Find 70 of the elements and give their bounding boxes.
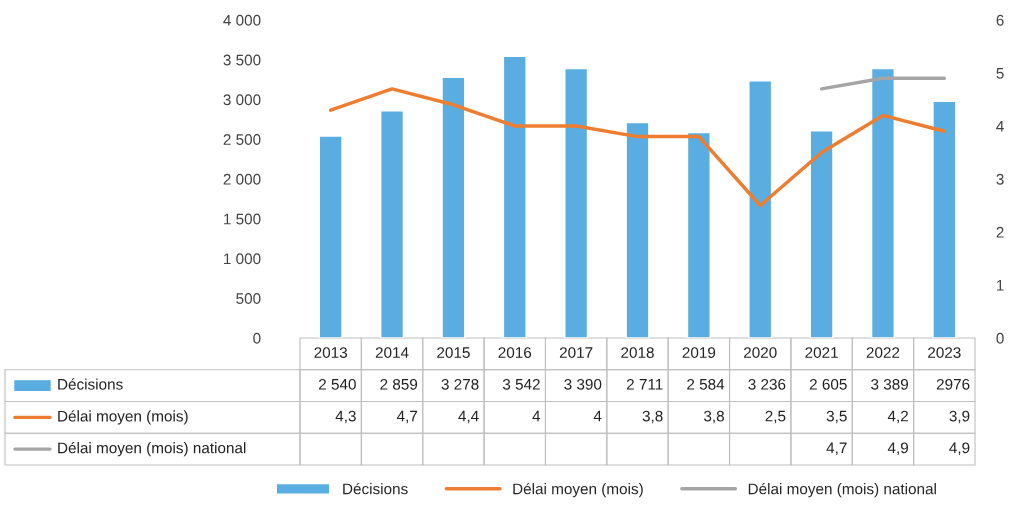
y2-tick-label: 2 [996, 226, 1004, 238]
bar [686, 131, 711, 338]
bar [809, 130, 834, 338]
bar [502, 55, 527, 338]
line-series [328, 87, 947, 208]
x-tick-label: 2014 [375, 347, 409, 358]
data-label: 4,9 [949, 442, 970, 456]
bar [318, 135, 343, 338]
data-label: 4,4 [458, 410, 479, 424]
legend-label: Délai moyen (mois) [58, 410, 188, 425]
data-label: 3,8 [703, 410, 724, 424]
y-tick-label: 0 [253, 332, 261, 344]
data-label: 2,5 [765, 410, 786, 424]
y-tick-label: 1 000 [224, 253, 261, 265]
y-tick-label: 1 500 [224, 213, 261, 225]
y2-tick-label: 5 [996, 68, 1004, 79]
bar [625, 121, 650, 338]
y-tick-label: 500 [236, 293, 261, 304]
data-label: 4 [532, 410, 541, 422]
y2-tick-label: 0 [996, 332, 1004, 344]
text: Décisions [58, 378, 123, 390]
data-label: 2 711 [626, 378, 663, 390]
data-label: 3 389 [871, 378, 909, 390]
x-tick-label: 2018 [621, 347, 654, 358]
data-label: 2 859 [380, 378, 418, 390]
bar [379, 110, 405, 338]
text: Délai moyen (mois) national [58, 441, 246, 457]
x-tick-label: 2015 [437, 347, 470, 358]
legend-label: Décisions [343, 482, 408, 495]
legend-label: Délai moyen (mois) national [748, 482, 936, 498]
data-label: 2 540 [319, 378, 356, 390]
data-label: 3 542 [502, 378, 540, 390]
data-label: 2976 [936, 378, 970, 390]
y2-tick-label: 6 [996, 14, 1004, 26]
bar [441, 76, 466, 338]
x-tick-label: 2021 [805, 347, 838, 358]
data-label: 4,3 [335, 410, 356, 424]
y-tick-label: 3 000 [223, 94, 261, 106]
data-label: 3,9 [949, 410, 970, 424]
y2-tick-label: 4 [996, 121, 1004, 132]
bar [564, 67, 589, 338]
x-tick-label: 2017 [559, 347, 593, 358]
x-tick-label: 2019 [682, 347, 716, 358]
y-tick-label: 2 000 [223, 173, 261, 185]
y2-tick-label: 1 [997, 280, 1004, 291]
x-tick-label: 2023 [928, 347, 961, 358]
y2-tick-label: 3 [996, 173, 1004, 185]
data-label: 4,2 [887, 410, 908, 424]
data-label: 3 236 [748, 378, 786, 390]
bar [748, 80, 773, 338]
data-label: 4 [593, 410, 602, 422]
y-tick-label: 2 500 [223, 134, 261, 145]
data-label: 3 278 [441, 378, 479, 390]
data-label: 3,8 [642, 410, 663, 424]
x-tick-label: 2016 [498, 347, 532, 358]
text: Délai moyen (mois) [513, 482, 643, 498]
data-label: 3,5 [826, 410, 847, 424]
data-label: 4,9 [887, 442, 909, 456]
y-tick-label: 3 500 [223, 54, 261, 66]
data-label: 3 390 [564, 378, 602, 390]
bar [870, 67, 896, 338]
x-tick-label: 2022 [866, 347, 900, 358]
x-tick-label: 2020 [744, 347, 777, 358]
data-label: 4,7 [396, 410, 418, 424]
bar [932, 100, 957, 338]
data-label: 2 605 [809, 378, 847, 390]
data-label: 2 584 [687, 378, 725, 390]
data-label: 4,7 [826, 442, 847, 456]
y-tick-label: 4 000 [223, 14, 261, 26]
x-tick-label: 2013 [314, 347, 348, 358]
